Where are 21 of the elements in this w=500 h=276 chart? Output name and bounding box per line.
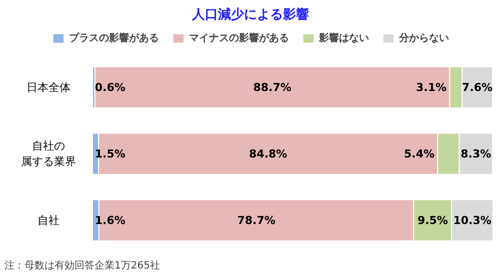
data-label: 5.4% [404, 147, 435, 160]
data-label: 8.3% [460, 147, 492, 160]
y-tick-label: 日本全体 [26, 80, 70, 94]
legend-label: マイナスの影響がある [189, 32, 289, 45]
data-label: 10.3% [453, 214, 492, 227]
data-label: 1.5% [94, 147, 126, 160]
chart-title: 人口減少による影響 [191, 6, 309, 22]
data-label: 84.8% [249, 147, 288, 160]
legend-label: 分からない [399, 32, 449, 45]
data-label: 88.7% [253, 80, 292, 94]
data-label: 7.6% [462, 80, 493, 94]
data-label: 78.7% [237, 214, 276, 227]
legend-label: 影響はない [319, 32, 369, 45]
data-label: 0.6% [94, 80, 126, 94]
y-tick-label: 自社の属する業界 [21, 139, 76, 168]
legend-label: プラスの影響がある [69, 31, 159, 45]
data-label: 3.1% [416, 80, 447, 94]
data-label: 1.6% [94, 214, 126, 227]
y-tick-label: 自社 [38, 214, 60, 227]
data-label: 9.5% [417, 214, 448, 227]
text: 注：母数は有効回答企業1万265社 [4, 260, 160, 272]
